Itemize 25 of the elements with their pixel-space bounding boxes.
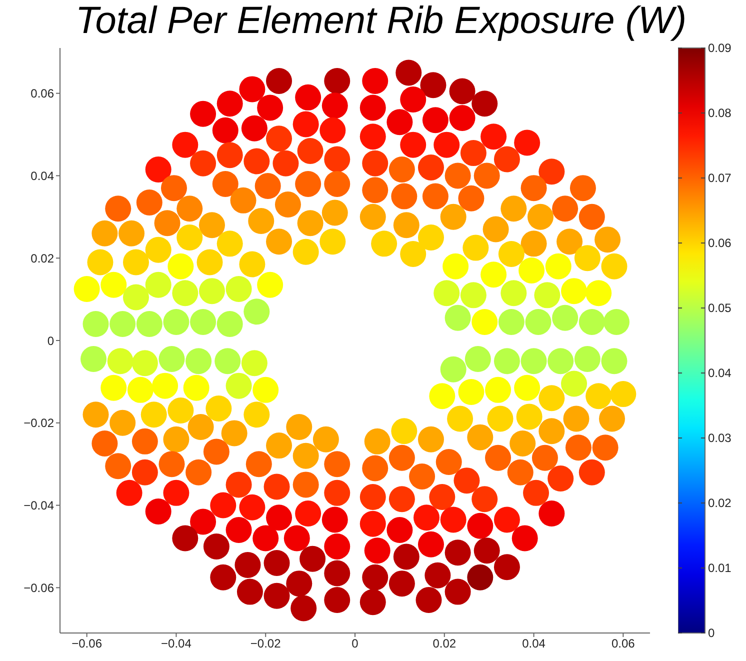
y-tick-label: −0.02 [24,416,54,430]
chart-title: Total Per Element Rib Exposure (W) [74,0,688,43]
x-tick-label: 0.04 [522,636,546,651]
y-tick-label: 0 [47,334,54,348]
color-bar-label: 0.06 [708,236,732,250]
x-tick-label: 0.02 [432,636,456,651]
y-tick-label: 0.04 [30,168,54,183]
x-tick-label: 0 [352,636,359,651]
color-bar-label: 0.02 [708,496,732,510]
color-bar-label: 0.05 [708,301,732,316]
y-tick-label: −0.04 [24,498,54,513]
y-tick-label: 0.06 [30,86,54,101]
color-bar-label: 0.09 [708,41,732,56]
color-bar-label: 0.03 [708,431,732,446]
color-bar-label: 0.01 [708,561,732,576]
color-bar-label: 0 [708,626,715,640]
y-tick-label: 0.02 [30,251,54,266]
color-bar-label: 0.07 [708,171,732,186]
x-tick-label: −0.04 [161,636,192,651]
x-tick-label: −0.06 [72,636,102,651]
color-bar-label: 0.08 [708,106,732,120]
x-tick-label: −0.02 [250,636,282,651]
color-bar-label: 0.04 [708,366,732,380]
x-tick-label: 0.06 [612,636,636,651]
y-tick-label: −0.06 [24,580,54,595]
